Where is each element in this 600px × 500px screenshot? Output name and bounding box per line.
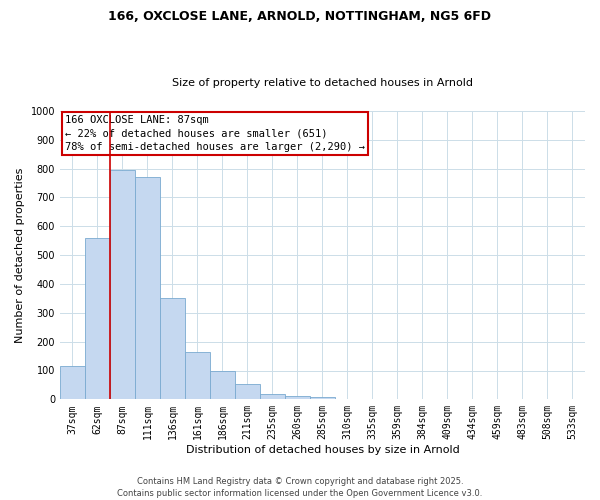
Bar [285, 396, 310, 400]
Y-axis label: Number of detached properties: Number of detached properties [15, 168, 25, 343]
Bar [260, 394, 285, 400]
Bar [235, 384, 260, 400]
Bar [210, 370, 235, 400]
Title: Size of property relative to detached houses in Arnold: Size of property relative to detached ho… [172, 78, 473, 88]
Text: 166, OXCLOSE LANE, ARNOLD, NOTTINGHAM, NG5 6FD: 166, OXCLOSE LANE, ARNOLD, NOTTINGHAM, N… [109, 10, 491, 23]
X-axis label: Distribution of detached houses by size in Arnold: Distribution of detached houses by size … [185, 445, 460, 455]
Bar [110, 170, 135, 400]
Text: Contains HM Land Registry data © Crown copyright and database right 2025.
Contai: Contains HM Land Registry data © Crown c… [118, 476, 482, 498]
Bar [185, 352, 210, 400]
Bar [85, 238, 110, 400]
Bar [60, 366, 85, 400]
Bar [310, 397, 335, 400]
Bar [135, 178, 160, 400]
Bar [160, 298, 185, 400]
Text: 166 OXCLOSE LANE: 87sqm
← 22% of detached houses are smaller (651)
78% of semi-d: 166 OXCLOSE LANE: 87sqm ← 22% of detache… [65, 116, 365, 152]
